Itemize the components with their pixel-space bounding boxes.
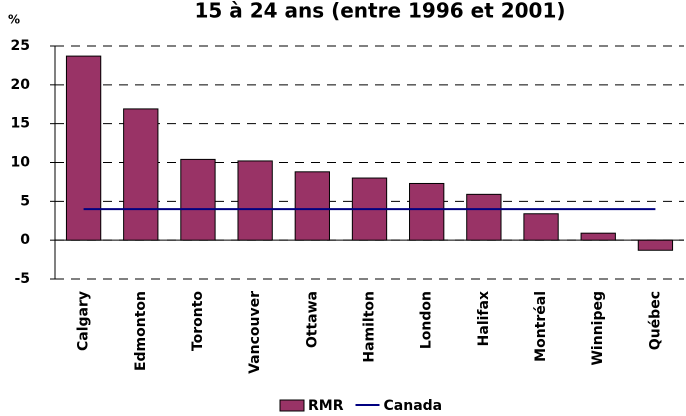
legend-label: Canada bbox=[384, 398, 443, 414]
y-tick-label: 20 bbox=[11, 77, 31, 93]
bar bbox=[65, 55, 102, 241]
bar bbox=[180, 158, 216, 241]
bar bbox=[637, 239, 674, 251]
bar bbox=[237, 160, 273, 241]
chart-title: 15 à 24 ans (entre 1996 et 2001) bbox=[194, 0, 565, 23]
y-tick-label: 5 bbox=[20, 193, 30, 209]
bar bbox=[409, 182, 445, 241]
y-tick-label: 0 bbox=[20, 232, 30, 248]
y-tick-label: -5 bbox=[14, 271, 30, 287]
y-tick-label: 25 bbox=[11, 38, 30, 54]
legend-label: RMR bbox=[308, 398, 344, 414]
x-tick-label: Halifax bbox=[476, 291, 492, 346]
bar bbox=[466, 193, 502, 241]
x-tick-label: Montréal bbox=[533, 291, 549, 362]
y-tick-label: 10 bbox=[11, 155, 31, 171]
bar bbox=[123, 108, 159, 241]
x-tick-label: Toronto bbox=[190, 291, 206, 351]
x-tick-label: Edmonton bbox=[133, 291, 149, 371]
x-tick-label: London bbox=[419, 291, 435, 349]
y-axis-label: % bbox=[8, 13, 20, 27]
bar bbox=[580, 232, 616, 241]
bar bbox=[523, 213, 559, 241]
x-tick-label: Winnipeg bbox=[590, 291, 606, 366]
bar bbox=[294, 171, 330, 241]
x-tick-label: Ottawa bbox=[304, 291, 320, 348]
x-tick-label: Vancouver bbox=[247, 291, 263, 374]
x-tick-label: Calgary bbox=[76, 291, 92, 351]
x-tick-label: Québec bbox=[647, 291, 663, 350]
legend-swatch bbox=[279, 399, 305, 412]
y-tick-label: 15 bbox=[11, 116, 30, 132]
x-tick-label: Hamilton bbox=[362, 291, 378, 363]
